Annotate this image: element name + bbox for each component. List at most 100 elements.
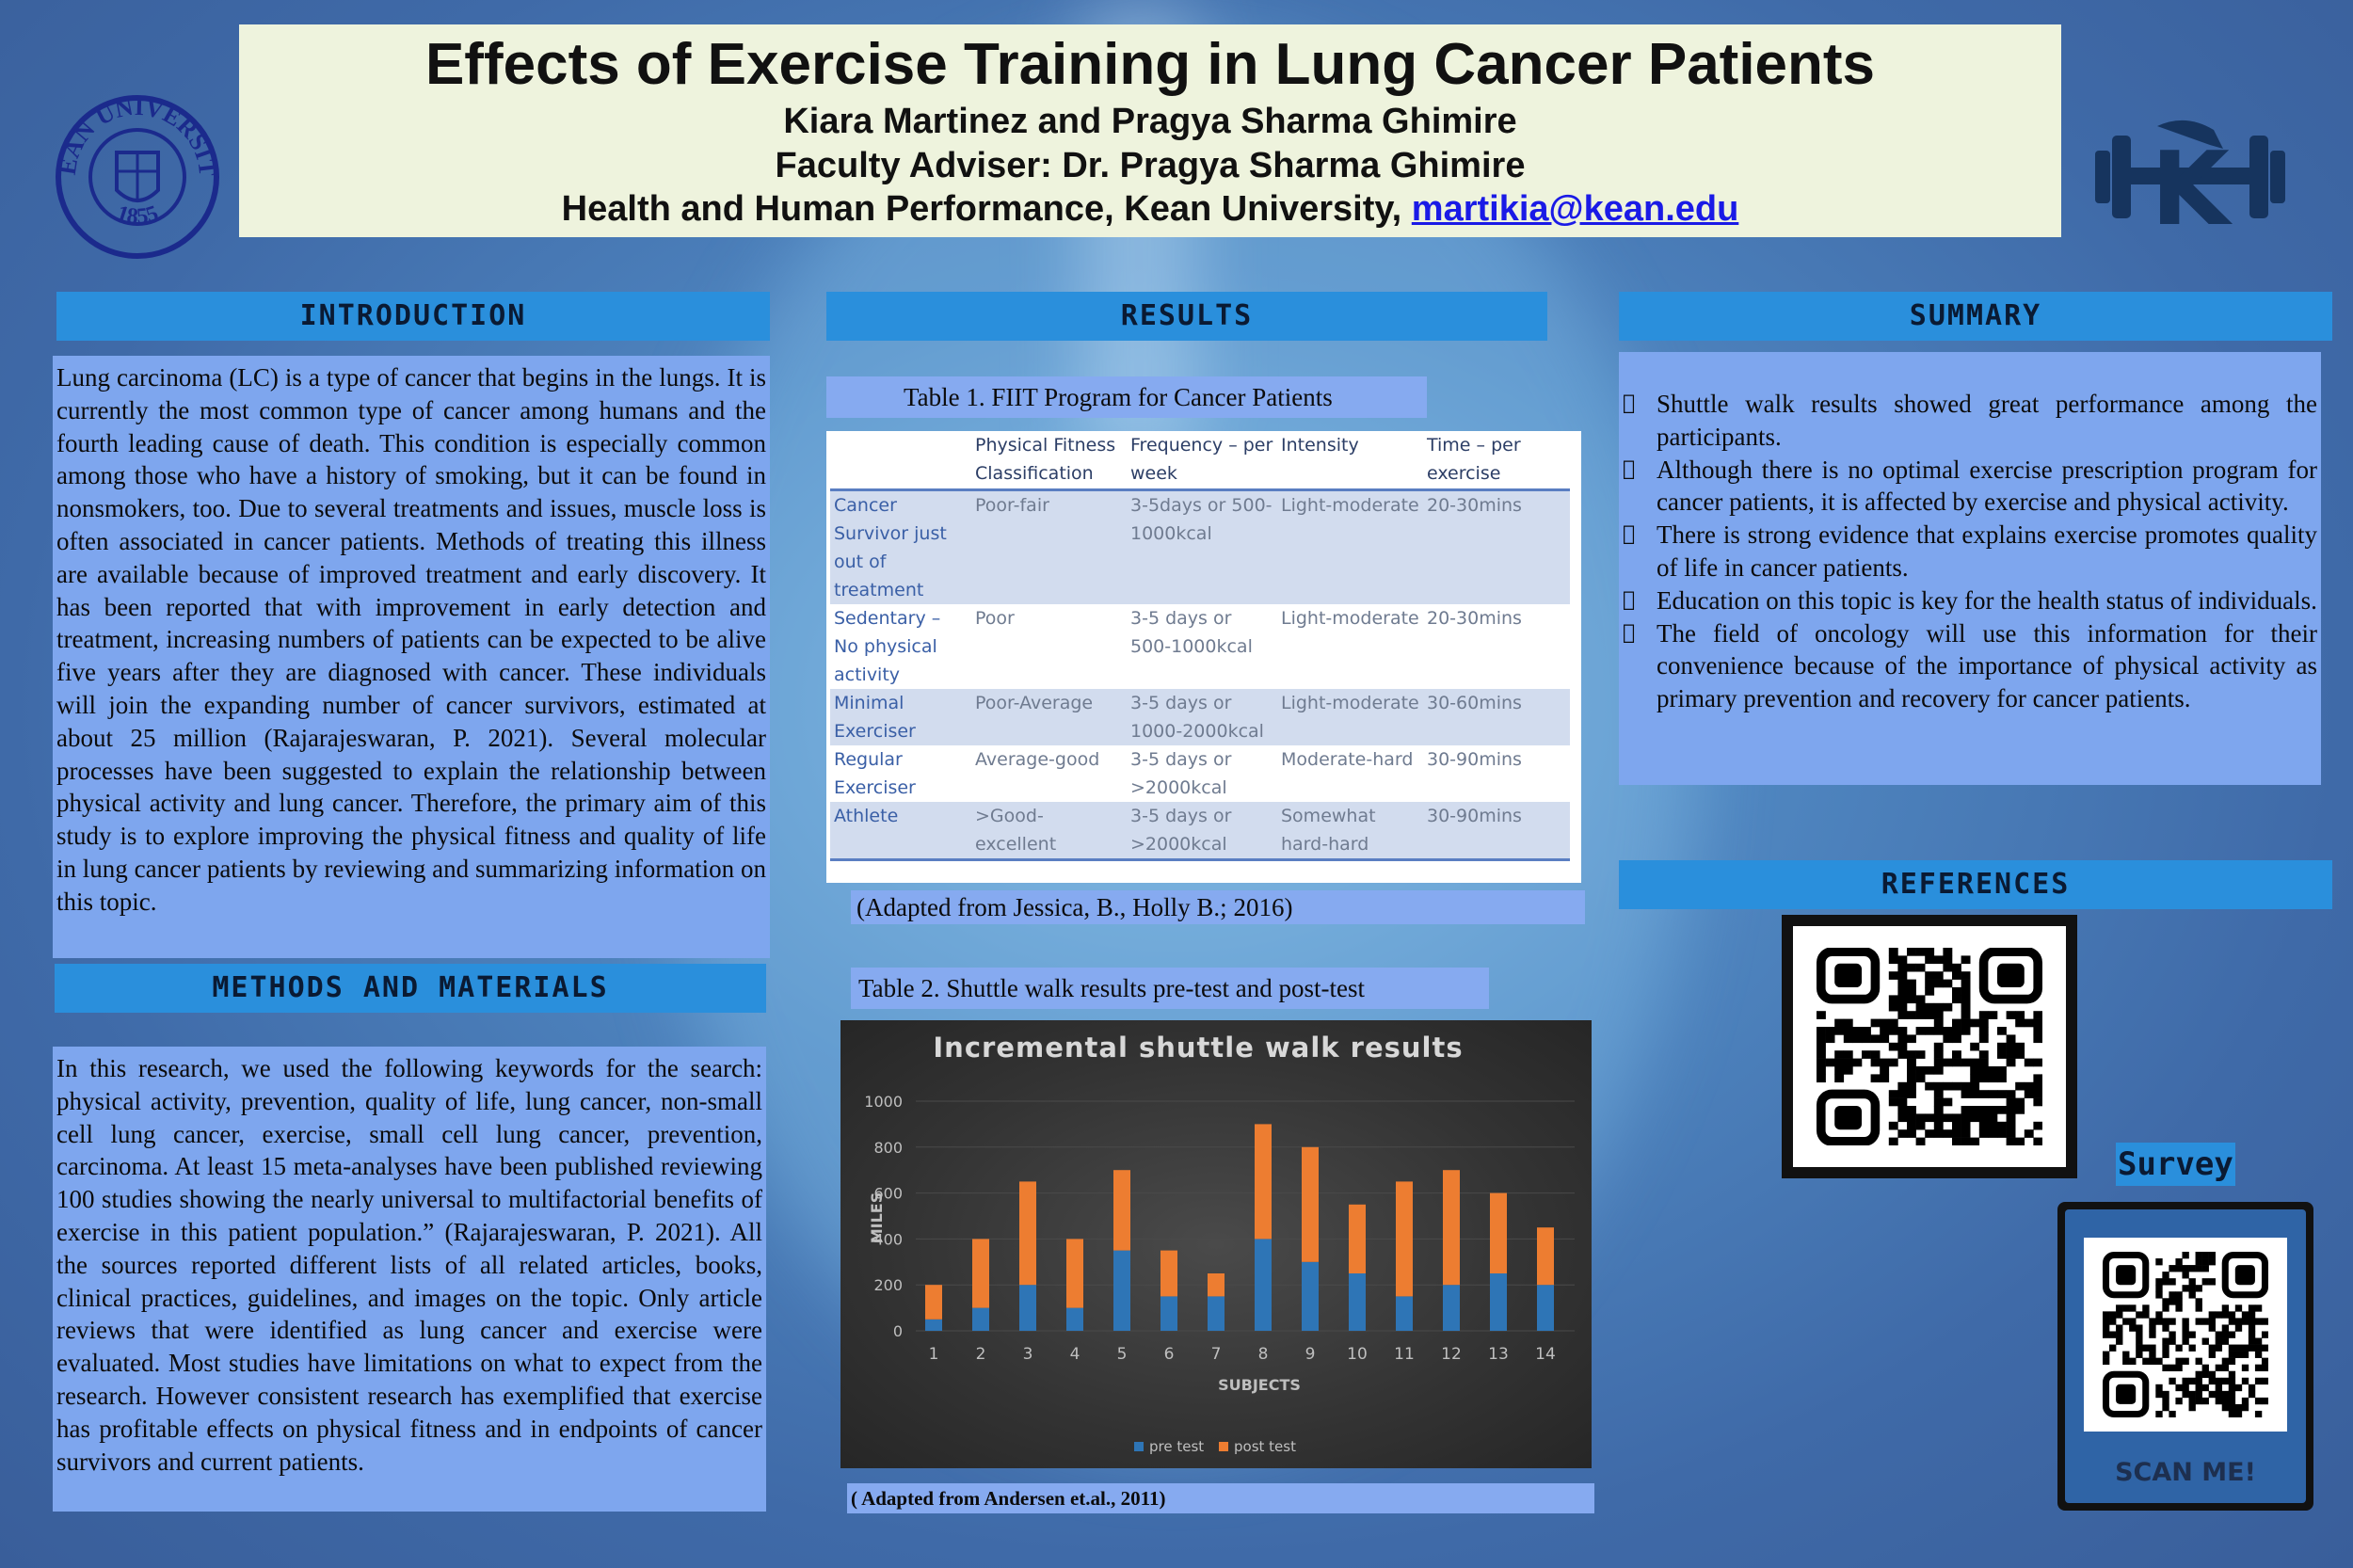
table-row: Minimal Exerciser Poor-Average 3-5 days … [830,688,1570,745]
legend-label: post test [1234,1438,1296,1455]
bullet-icon:  [1623,454,1657,520]
chart-bar-post-test [1255,1124,1272,1240]
table-cell: Light-moderate [1281,607,1419,629]
methods-heading: METHODS AND MATERIALS [55,964,766,1013]
table-row: Athlete >Good-excellent 3-5 days or >200… [830,801,1570,859]
chart-y-tick-label: 600 [873,1185,903,1203]
methods-text: In this research, we used the following … [53,1047,766,1512]
results-heading: RESULTS [826,292,1547,341]
chart-bar-pre-test [1208,1296,1225,1331]
chart-y-tick-label: 200 [873,1276,903,1294]
table-cell: 3-5 days or >2000kcal [1130,748,1232,798]
references-heading: REFERENCES [1619,860,2332,909]
chart-bar-pre-test [1537,1285,1554,1331]
chart-y-tick-label: 400 [873,1230,903,1248]
table-row-header: Cancer Survivor just out of treatment [830,489,971,604]
affiliation: Health and Human Performance, Kean Unive… [561,189,1412,230]
table-cell: 30-90mins [1423,801,1570,859]
chart-bar-post-test [972,1239,989,1308]
table-header-cell: Intensity [1277,431,1423,491]
chart-bar-pre-test [1490,1273,1507,1331]
legend-swatch [1219,1442,1228,1451]
table1-caption: Table 1. FIIT Program for Cancer Patient… [826,376,1427,418]
bullet-icon:  [1623,617,1657,715]
chart-bar-post-test [1019,1181,1036,1286]
chart-bar-pre-test [1349,1273,1366,1331]
bullet-icon:  [1623,388,1657,454]
chart-x-tick-label: 2 [976,1345,986,1364]
table-row: Regular Exerciser Average-good 3-5 days … [830,745,1570,802]
table-cell: 3-5days or 500-1000kcal [1127,489,1277,604]
chart-y-tick-label: 1000 [864,1093,903,1111]
table-cell: 30-90mins [1427,748,1522,770]
chart-x-tick-label: 1 [929,1345,939,1364]
scan-me-label: SCAN ME! [2115,1458,2256,1487]
table2-source: ( Adapted from Andersen et.al., 2011) [847,1483,1594,1513]
table-cell: Poor-fair [971,489,1127,604]
table-cell: 20-30mins [1423,489,1570,604]
faculty-adviser: Faculty Adviser: Dr. Pragya Sharma Ghimi… [775,145,1526,185]
email-link[interactable]: martikia@kean.edu [1411,189,1739,230]
chart-x-tick-label: 9 [1305,1345,1316,1364]
chart-svg: Incremental shuttle walk results MILES S… [864,1032,1575,1455]
table-row-header: Regular Exerciser [834,748,916,798]
bullet-icon:  [1623,519,1657,584]
table-cell: Somewhat hard-hard [1277,801,1423,859]
logo-letter: K [2151,131,2233,235]
chart-bar-pre-test [1255,1239,1272,1331]
chart-x-tick-label: 13 [1488,1345,1509,1364]
table-cell: 3-5 days or >2000kcal [1127,801,1277,859]
chart-y-tick-label: 0 [893,1322,903,1340]
references-qr-frame[interactable] [1782,915,2077,1178]
survey-label: Survey [2116,1143,2235,1186]
summary-panel: Shuttle walk results showed great perfo… [1619,352,2321,785]
introduction-text: Lung carcinoma (LC) is a type of cancer … [53,356,770,958]
chart-x-tick-label: 12 [1441,1345,1462,1364]
chart-bar-pre-test [972,1307,989,1331]
table-cell: 30-60mins [1423,688,1570,745]
chart-x-tick-label: 5 [1117,1345,1128,1364]
table-cell: Poor [975,607,1015,629]
chart-bar-pre-test [1066,1307,1083,1331]
chart-x-tick-label: 4 [1070,1345,1080,1364]
chart-x-tick-label: 11 [1394,1345,1415,1364]
table-header-cell: Time – per exercise [1423,431,1570,491]
chart-x-tick-label: 7 [1211,1345,1222,1364]
chart-bar-pre-test [1113,1250,1130,1331]
qr-code-icon [2103,1252,2268,1417]
chart-bar-post-test [1490,1192,1507,1273]
survey-qr-card[interactable]: SCAN ME! [2057,1202,2313,1511]
summary-item: Shuttle walk results showed great perfo… [1623,388,2317,454]
chart-x-tick-label: 3 [1023,1345,1033,1364]
chart-bar-post-test [1160,1250,1177,1297]
table-row-header: Athlete [830,801,971,859]
table1-source: (Adapted from Jessica, B., Holly B.; 201… [851,890,1585,924]
cougar-dumbbell-icon: K [2091,113,2289,248]
bullet-icon:  [1623,584,1657,617]
introduction-heading: INTRODUCTION [56,292,770,341]
table-header-cell [830,431,971,491]
table-cell: >Good-excellent [971,801,1127,859]
table-header-cell: Frequency – per week [1127,431,1277,491]
chart-bar-post-test [1537,1227,1554,1286]
table-cell: 3-5 days or 500-1000kcal [1130,607,1253,657]
chart-bar-post-test [1113,1170,1130,1251]
shuttle-walk-chart: Incremental shuttle walk results MILES S… [840,1020,1592,1468]
table2-caption: Table 2. Shuttle walk results pre-test a… [851,968,1489,1009]
chart-bar-post-test [1396,1181,1413,1297]
summary-heading: SUMMARY [1619,292,2332,341]
chart-bar-post-test [1443,1170,1460,1286]
authors: Kiara Martinez and Pragya Sharma Ghimire [783,102,1517,142]
chart-x-tick-label: 10 [1347,1345,1368,1364]
legend-swatch [1134,1442,1144,1451]
table-cell: Light-moderate [1277,688,1423,745]
table-row-header: Sedentary – No physical activity [834,607,941,685]
chart-bar-pre-test [1302,1261,1319,1331]
chart-y-axis-label: MILES [868,1192,886,1244]
qr-code-icon [1817,948,2042,1145]
chart-bar-post-test [1066,1239,1083,1308]
affiliation-line: Health and Human Performance, Kean Unive… [239,187,2061,231]
chart-bar-pre-test [1160,1296,1177,1331]
table-cell: Moderate-hard [1281,748,1414,770]
table-row: Sedentary – No physical activity Poor 3-… [830,604,1570,689]
